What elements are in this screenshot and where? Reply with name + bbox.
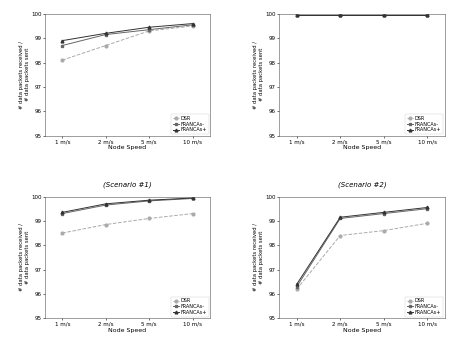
FRANCAs+	[381, 210, 387, 215]
FRANCAs+	[146, 25, 152, 29]
FRANCAs-	[294, 284, 299, 289]
FRANCAs+	[190, 21, 195, 26]
FRANCAs+	[338, 215, 343, 219]
Line: DSR: DSR	[295, 222, 428, 291]
Text: (Scenario #2): (Scenario #2)	[338, 182, 386, 189]
DSR	[381, 12, 387, 17]
Line: DSR: DSR	[295, 13, 428, 16]
Legend: DSR, FRANCAs-, FRANCAs+: DSR, FRANCAs-, FRANCAs+	[171, 297, 209, 317]
Line: DSR: DSR	[61, 25, 194, 62]
FRANCAs-	[60, 211, 65, 216]
Line: FRANCAs+: FRANCAs+	[295, 206, 428, 285]
Legend: DSR, FRANCAs-, FRANCAs+: DSR, FRANCAs-, FRANCAs+	[405, 297, 443, 317]
FRANCAs-	[424, 12, 430, 17]
FRANCAs-	[381, 12, 387, 17]
DSR	[294, 12, 299, 17]
Line: FRANCAs-: FRANCAs-	[295, 13, 428, 16]
FRANCAs+	[60, 38, 65, 43]
DSR	[146, 216, 152, 220]
Legend: DSR, FRANCAs-, FRANCAs+: DSR, FRANCAs-, FRANCAs+	[405, 114, 443, 134]
Y-axis label: # data packets received /
# data packets sent: # data packets received / # data packets…	[253, 224, 264, 291]
FRANCAs-	[190, 23, 195, 27]
FRANCAs-	[146, 199, 152, 203]
FRANCAs+	[294, 282, 299, 286]
FRANCAs-	[338, 216, 343, 220]
DSR	[338, 12, 343, 17]
X-axis label: Node Speed: Node Speed	[343, 328, 381, 333]
Line: FRANCAs-: FRANCAs-	[295, 207, 428, 288]
Legend: DSR, FRANCAs-, FRANCAs+: DSR, FRANCAs-, FRANCAs+	[171, 114, 209, 134]
FRANCAs+	[60, 210, 65, 215]
FRANCAs-	[146, 28, 152, 32]
DSR	[190, 24, 195, 28]
Line: DSR: DSR	[61, 212, 194, 235]
Line: FRANCAs+: FRANCAs+	[61, 22, 194, 42]
X-axis label: Node Speed: Node Speed	[343, 146, 381, 151]
FRANCAs-	[338, 12, 343, 17]
DSR	[338, 234, 343, 238]
FRANCAs+	[146, 198, 152, 202]
DSR	[103, 222, 108, 227]
FRANCAs-	[294, 12, 299, 17]
FRANCAs-	[103, 203, 108, 207]
DSR	[190, 211, 195, 216]
DSR	[60, 231, 65, 235]
X-axis label: Node Speed: Node Speed	[108, 328, 146, 333]
FRANCAs-	[190, 197, 195, 201]
DSR	[381, 229, 387, 233]
Line: FRANCAs-: FRANCAs-	[61, 24, 194, 47]
DSR	[294, 287, 299, 291]
FRANCAs+	[381, 12, 387, 17]
Y-axis label: # data packets received /
# data packets sent: # data packets received / # data packets…	[253, 41, 264, 109]
Line: FRANCAs-: FRANCAs-	[61, 197, 194, 215]
DSR	[60, 58, 65, 62]
DSR	[146, 29, 152, 33]
FRANCAs-	[60, 44, 65, 48]
FRANCAs-	[381, 211, 387, 216]
FRANCAs+	[103, 202, 108, 206]
FRANCAs-	[424, 207, 430, 211]
FRANCAs+	[338, 12, 343, 17]
Line: FRANCAs+: FRANCAs+	[61, 197, 194, 214]
X-axis label: Node Speed: Node Speed	[108, 146, 146, 151]
Y-axis label: # data packets received /
# data packets sent: # data packets received / # data packets…	[19, 224, 30, 291]
FRANCAs+	[294, 12, 299, 17]
Y-axis label: # data packets received /
# data packets sent: # data packets received / # data packets…	[19, 41, 30, 109]
FRANCAs+	[424, 206, 430, 210]
DSR	[103, 44, 108, 48]
DSR	[424, 221, 430, 225]
DSR	[424, 12, 430, 17]
Text: (Scenario #1): (Scenario #1)	[103, 182, 152, 189]
Line: FRANCAs+: FRANCAs+	[295, 13, 428, 16]
FRANCAs+	[190, 196, 195, 200]
FRANCAs+	[424, 12, 430, 17]
FRANCAs+	[103, 31, 108, 35]
FRANCAs-	[103, 33, 108, 37]
